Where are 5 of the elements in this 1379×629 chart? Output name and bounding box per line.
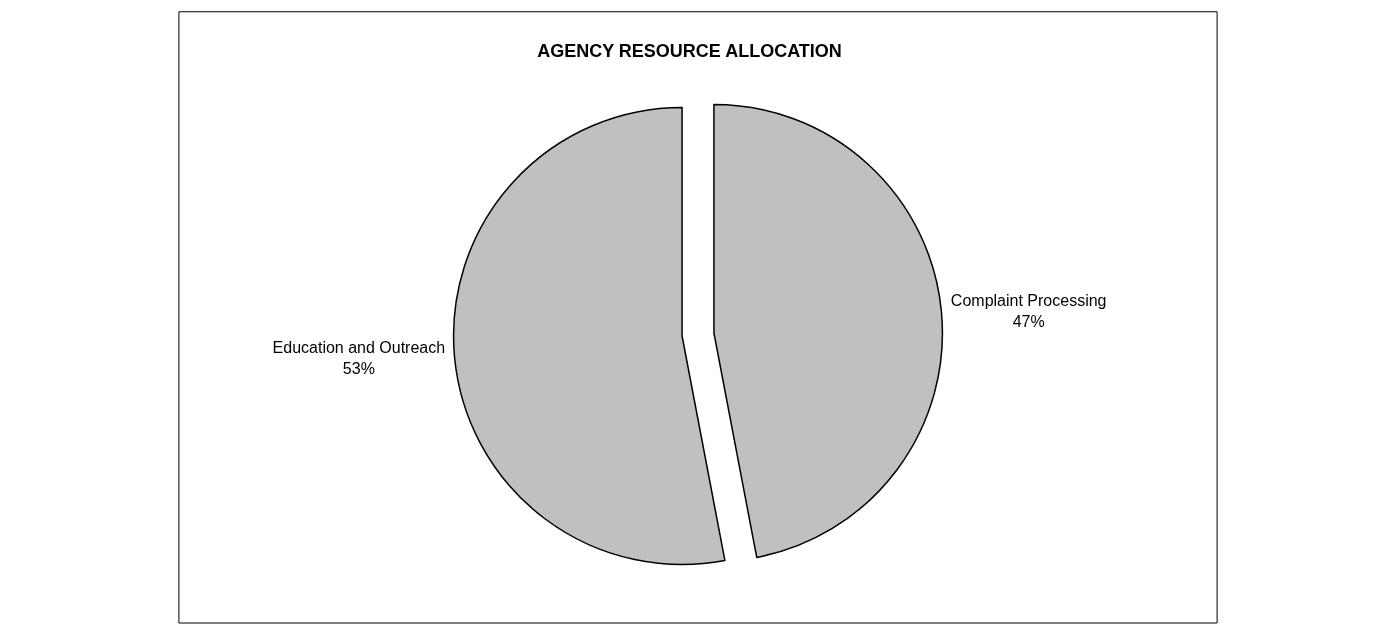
slice-label: Education and Outreach <box>272 338 446 356</box>
slice-label: Complaint Processing <box>950 292 1107 310</box>
chart-title: AGENCY RESOURCE ALLOCATION <box>537 40 842 61</box>
data-label: 53% <box>342 359 375 377</box>
data-label: 47% <box>1012 313 1045 331</box>
